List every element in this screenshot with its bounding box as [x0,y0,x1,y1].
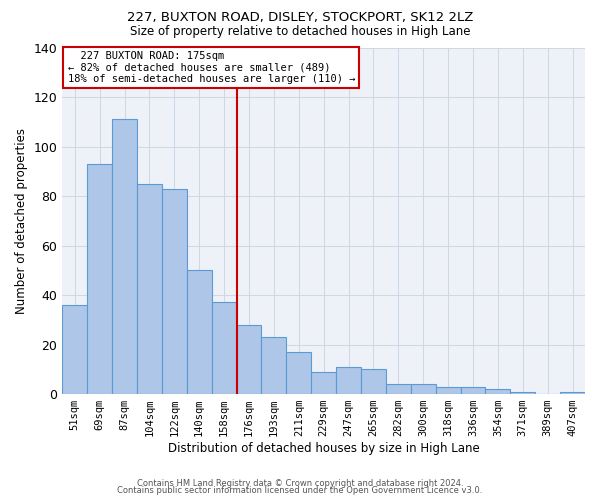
Bar [361,370,386,394]
Text: 227 BUXTON ROAD: 175sqm  
← 82% of detached houses are smaller (489)
18% of semi: 227 BUXTON ROAD: 175sqm ← 82% of detache… [68,51,355,84]
Bar [112,120,137,394]
Y-axis label: Number of detached properties: Number of detached properties [15,128,28,314]
Text: 227, BUXTON ROAD, DISLEY, STOCKPORT, SK12 2LZ: 227, BUXTON ROAD, DISLEY, STOCKPORT, SK1… [127,12,473,24]
Bar [87,164,112,394]
X-axis label: Distribution of detached houses by size in High Lane: Distribution of detached houses by size … [168,442,479,455]
Bar [560,392,585,394]
Bar [212,302,236,394]
Bar [336,367,361,394]
Bar [286,352,311,394]
Bar [137,184,162,394]
Bar [262,337,286,394]
Text: Contains HM Land Registry data © Crown copyright and database right 2024.: Contains HM Land Registry data © Crown c… [137,478,463,488]
Bar [485,389,511,394]
Bar [187,270,212,394]
Bar [461,386,485,394]
Text: Contains public sector information licensed under the Open Government Licence v3: Contains public sector information licen… [118,486,482,495]
Bar [62,305,87,394]
Bar [436,386,461,394]
Text: Size of property relative to detached houses in High Lane: Size of property relative to detached ho… [130,25,470,38]
Bar [511,392,535,394]
Bar [311,372,336,394]
Bar [162,188,187,394]
Bar [386,384,411,394]
Bar [411,384,436,394]
Bar [236,325,262,394]
